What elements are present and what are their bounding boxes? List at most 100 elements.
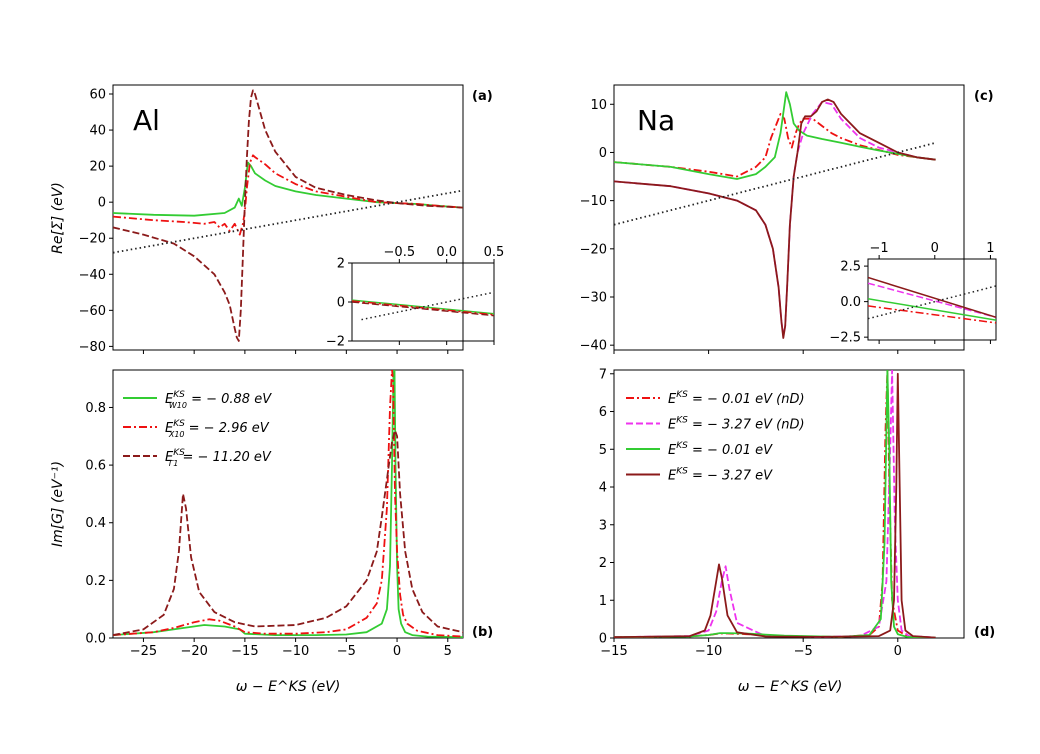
panel-c-ytick-label: −20 xyxy=(580,242,607,257)
panel-a-inset-ytick-label: −2 xyxy=(326,335,345,350)
panel-c-inset-xtick-label: 0 xyxy=(931,241,939,256)
panel-c-ytick-label: −10 xyxy=(580,194,607,209)
panel-b-xtick-label: −10 xyxy=(282,644,309,659)
panel-d-series-2 xyxy=(614,370,936,638)
panel-a-inset-series-0 xyxy=(352,299,494,315)
panel-b-legend-label: EKS X10 = − 2.96 eV xyxy=(165,419,270,439)
panel-b-xtick-label: 0 xyxy=(393,644,401,659)
panel-a-material-label: Al xyxy=(133,104,160,137)
panel-c-inset-series-1 xyxy=(868,282,996,319)
panel-b-xtick-label: −20 xyxy=(180,644,207,659)
panel-d-frame xyxy=(613,369,965,639)
panel-a-inset-plot xyxy=(352,291,494,321)
panel-c-inset-xtick-label: −1 xyxy=(870,241,889,256)
panel-a-ytick-label: 0 xyxy=(98,196,106,211)
panel-c-ytick-label: −30 xyxy=(580,291,607,306)
panel-d-ytick-label: 1 xyxy=(599,594,607,609)
panel-c-ytick-label: 0 xyxy=(599,146,607,161)
panel-a-ytick-label: −20 xyxy=(79,232,106,247)
panel-c-series-2 xyxy=(614,91,936,180)
panel-d-ticks: −15 −10 −5 0 0 1 2 3 4 5 6 7 xyxy=(599,367,902,659)
panel-a-inset-xtick-label: 0.0 xyxy=(436,245,457,260)
panel-d-letter: (d) xyxy=(974,625,995,640)
panel-c-inset-series-0 xyxy=(868,305,996,324)
panel-d-legend-label: EKS = − 3.27 eV xyxy=(668,467,773,484)
panel-a-ytick-label: 40 xyxy=(89,124,106,139)
panel-d-ytick-label: 0 xyxy=(599,632,607,647)
panel-a-ylabel: Re[Σ] (eV) xyxy=(50,182,66,254)
panel-c-inset-plot xyxy=(868,276,996,324)
panel-a-series-2 xyxy=(113,89,463,342)
panel-a-inset-ytick-label: 0 xyxy=(337,296,345,311)
panel-b-frame xyxy=(112,369,464,639)
panel-b-xtick-label: −5 xyxy=(337,644,356,659)
panel-b-series-2 xyxy=(113,429,463,636)
panel-a-ytick-label: 60 xyxy=(89,88,106,103)
panel-c-series-4 xyxy=(614,141,936,226)
panel-c-ytick-label: 10 xyxy=(590,98,607,113)
panel-a-inset-ytick-label: 2 xyxy=(337,257,345,272)
panel-d-xtick-label: 0 xyxy=(894,644,902,659)
panel-d-ytick-label: 2 xyxy=(599,556,607,571)
panel-b-xtick-label: 5 xyxy=(444,644,452,659)
panel-c-series-3 xyxy=(614,98,936,339)
panel-d-xtick-label: −10 xyxy=(695,644,722,659)
panel-b-plot xyxy=(113,370,463,638)
panel-b-ytick-label: 0.4 xyxy=(85,516,106,531)
panel-c-ytick-label: −40 xyxy=(580,339,607,354)
panel-a-series-3 xyxy=(113,189,463,254)
panel-d-axes: −15 −10 −5 0 0 1 2 3 4 5 6 7 (d) ω − E^KS (eV) EKS … xyxy=(599,367,995,695)
panel-c-inset: −1 0 1 −2.5 0.0 2.5 xyxy=(829,241,997,346)
panel-c-inset-ytick-label: −2.5 xyxy=(829,331,861,346)
panel-a-plot xyxy=(113,89,463,342)
panel-d-xlabel: ω − E^KS (eV) xyxy=(738,679,843,695)
panel-d-ytick-label: 6 xyxy=(599,405,607,420)
panel-b-legend-label: EKS W10 = − 0.88 eV xyxy=(165,390,272,410)
panel-c-inset-ticks: −1 0 1 −2.5 0.0 2.5 xyxy=(829,241,994,346)
panel-c-plot xyxy=(614,91,936,339)
panel-b-legend: EKS W10 = − 0.88 eV EKS X10 = − 2.96 eV EKS Γ… xyxy=(123,390,272,468)
panel-a-inset-series-3 xyxy=(361,291,494,321)
panel-a-inset-xtick-label: 0.5 xyxy=(484,245,505,260)
panel-b-ylabel: Im[G] (eV⁻¹) xyxy=(50,461,66,547)
panel-b-legend-label: EKS Γ1 = − 11.20 eV xyxy=(165,448,272,468)
panel-a-inset: −0.5 0.0 0.5 −2 0 2 xyxy=(326,245,505,350)
panel-a-ytick-label: −60 xyxy=(79,304,106,319)
panel-a-letter: (a) xyxy=(472,89,493,104)
panel-a-inset-ticks: −0.5 0.0 0.5 −2 0 2 xyxy=(326,245,505,350)
panel-d-legend-label: EKS = − 0.01 eV xyxy=(668,441,773,458)
panel-a-inset-series-1 xyxy=(352,300,494,316)
panel-d-series-3 xyxy=(614,372,936,638)
panel-d-legend-label: EKS = − 0.01 eV (nD) xyxy=(668,390,805,407)
panel-d-legend: EKS = − 0.01 eV (nD) EKS = − 3.27 eV (nD)… xyxy=(626,390,805,484)
panel-b-ytick-label: 0.6 xyxy=(85,459,106,474)
panel-c-inset-xtick-label: 1 xyxy=(986,241,994,256)
panel-a-ytick-label: −80 xyxy=(79,340,106,355)
panel-d-series-0 xyxy=(614,370,936,638)
panel-b-axes: −25 −20 −15 −10 −5 0 5 0.0 0.2 0.4 0.6 0.8 (b) Im[G… xyxy=(50,369,493,695)
panel-c-inset-ytick-label: 0.0 xyxy=(840,295,861,310)
panel-a-ytick-label: −40 xyxy=(79,268,106,283)
panel-a-inset-xtick-label: −0.5 xyxy=(384,245,416,260)
panel-d-xtick-label: −15 xyxy=(600,644,627,659)
panel-c-inset-ytick-label: 2.5 xyxy=(840,260,861,275)
panel-d-xtick-label: −5 xyxy=(794,644,813,659)
panel-c-letter: (c) xyxy=(974,89,994,104)
panel-d-ytick-label: 7 xyxy=(599,367,607,382)
panel-c-inset-series-2 xyxy=(868,298,996,321)
panel-a-series-1 xyxy=(113,154,463,236)
panel-b-ytick-label: 0.8 xyxy=(85,401,106,416)
panel-c-series-0 xyxy=(614,113,936,178)
panel-b-series-1 xyxy=(113,370,463,638)
panel-c-material-label: Na xyxy=(637,104,675,137)
panel-b-ticks: −25 −20 −15 −10 −5 0 5 0.0 0.2 0.4 0.6 0.8 xyxy=(85,401,452,659)
panel-b-letter: (b) xyxy=(472,625,493,640)
panel-b-ytick-label: 0.0 xyxy=(85,632,106,647)
panel-d-ytick-label: 4 xyxy=(599,481,607,496)
panel-a-series-0 xyxy=(113,161,463,217)
panel-d-legend-label: EKS = − 3.27 eV (nD) xyxy=(668,416,805,433)
